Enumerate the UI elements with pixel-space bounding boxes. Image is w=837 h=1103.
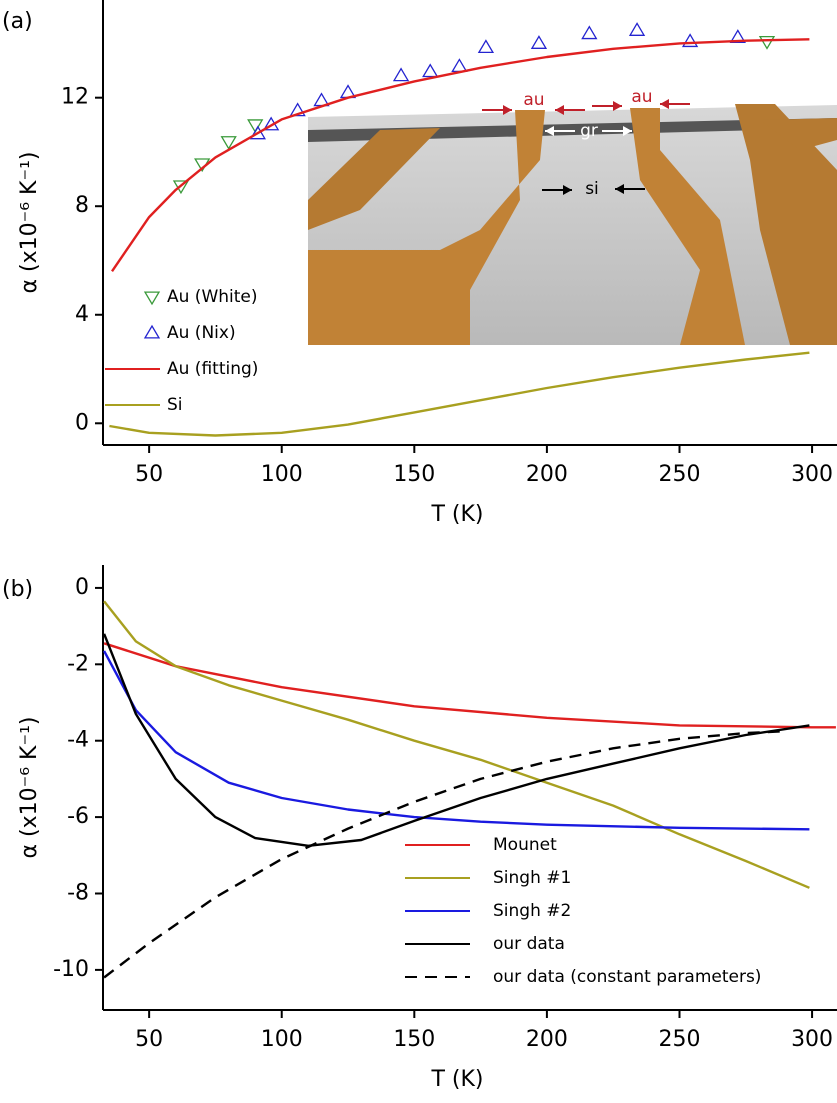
y-tick-label: -8 [67, 880, 89, 905]
electrode [760, 118, 837, 150]
marker [681, 33, 699, 48]
electrode [630, 108, 745, 345]
inset-arrowhead [613, 101, 622, 111]
device-inset [308, 104, 837, 345]
y-axis-title: α (x10⁻⁶ K⁻¹) [17, 717, 42, 859]
inset-arrowhead [545, 126, 554, 136]
marker [581, 25, 598, 40]
legend-label: our data (constant parameters) [493, 967, 761, 987]
legend-marker [143, 324, 161, 339]
electrode [735, 104, 837, 345]
x-tick-label: 150 [393, 1027, 435, 1052]
marker [451, 58, 468, 73]
marker [249, 125, 266, 140]
marker [758, 35, 776, 50]
inset-label: gr [580, 121, 598, 141]
marker [289, 102, 306, 117]
inset-arrowhead [555, 105, 564, 115]
inset-arrowhead [503, 105, 512, 115]
y-tick-label: -10 [53, 957, 89, 982]
y-tick-label: 8 [75, 193, 89, 218]
marker [628, 22, 646, 36]
marker [392, 67, 410, 82]
x-tick-label: 150 [393, 462, 435, 487]
y-tick-label: 12 [61, 85, 89, 110]
inset-label: au [523, 90, 544, 110]
legend-label: Au (fitting) [167, 359, 258, 379]
series-line [109, 351, 810, 437]
inset-arrowhead [660, 99, 669, 109]
marker [247, 119, 264, 134]
x-tick-label: 250 [658, 462, 700, 487]
inset-label: si [585, 179, 599, 199]
legend-marker [143, 291, 161, 306]
x-axis-title: T (K) [430, 502, 483, 527]
x-tick-label: 50 [135, 462, 163, 487]
series-line [102, 633, 810, 847]
marker [530, 35, 548, 49]
marker [220, 136, 237, 150]
x-axis-title: T (K) [430, 1067, 483, 1092]
inset-label: au [631, 87, 652, 107]
y-tick-label: 0 [75, 575, 89, 600]
y-tick-label: 4 [75, 302, 89, 327]
series-line [103, 600, 810, 889]
series-line [111, 38, 810, 272]
inset-arrowhead [615, 184, 624, 194]
panel-label: (b) [2, 577, 33, 602]
marker [729, 29, 746, 43]
y-tick-label: -2 [67, 651, 89, 676]
legend-label: Si [167, 395, 183, 415]
x-tick-label: 200 [526, 462, 568, 487]
x-tick-label: 200 [526, 1027, 568, 1052]
x-tick-label: 100 [261, 462, 303, 487]
legend-label: Au (Nix) [167, 323, 236, 343]
y-tick-label: 0 [75, 410, 89, 435]
x-tick-label: 300 [791, 1027, 833, 1052]
legend-label: Singh #2 [493, 901, 571, 921]
x-tick-label: 50 [135, 1027, 163, 1052]
inset-arrowhead [623, 126, 632, 136]
legend-label: Mounet [493, 835, 557, 855]
panel-label: (a) [2, 9, 33, 34]
inset-arrowhead [563, 185, 572, 195]
y-tick-label: -6 [67, 804, 89, 829]
marker [422, 63, 439, 78]
y-axis-title: α (x10⁻⁶ K⁻¹) [17, 152, 42, 294]
electrode [308, 110, 545, 345]
legend-label: Au (White) [167, 287, 258, 307]
x-tick-label: 300 [791, 462, 833, 487]
series-line [103, 642, 836, 729]
y-tick-label: -4 [67, 728, 89, 753]
series-line [103, 730, 786, 979]
x-tick-label: 250 [658, 1027, 700, 1052]
legend-label: Singh #1 [493, 868, 571, 888]
x-tick-label: 100 [261, 1027, 303, 1052]
marker [477, 39, 495, 54]
electrode [308, 128, 440, 230]
series-line [103, 650, 810, 831]
legend-label: our data [493, 934, 565, 954]
